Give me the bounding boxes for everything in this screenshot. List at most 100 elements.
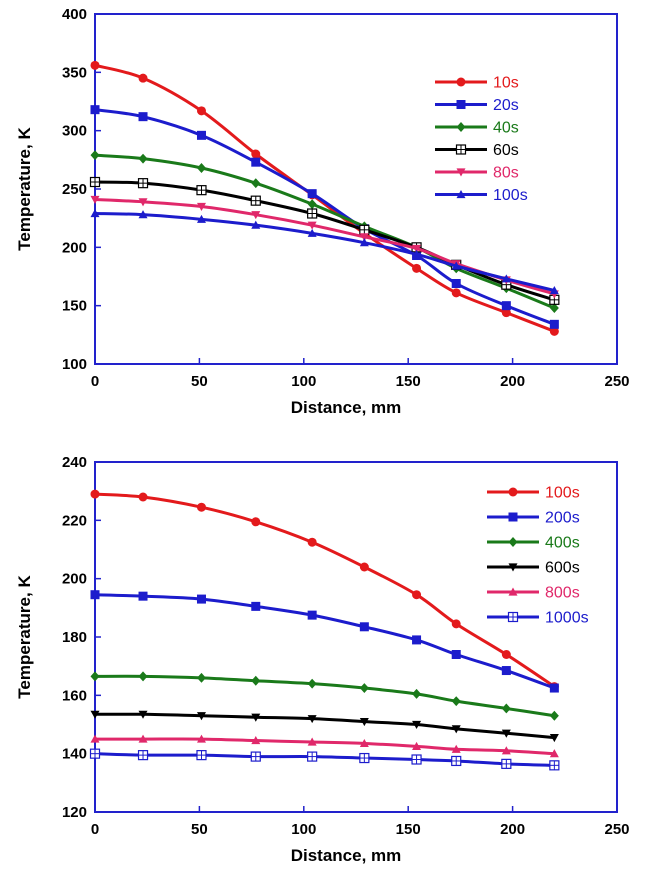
series-40s <box>90 150 559 313</box>
y-tick-label: 240 <box>62 454 87 471</box>
data-point <box>90 671 100 682</box>
data-point <box>412 590 422 600</box>
data-point <box>251 178 261 189</box>
legend-marker <box>508 537 518 547</box>
series-60s <box>89 176 560 305</box>
series-line <box>93 153 556 310</box>
legend-entry: 100s <box>435 187 528 204</box>
data-point <box>359 717 369 727</box>
series-1000s <box>89 748 560 771</box>
data-point <box>251 517 261 527</box>
series-line <box>93 63 556 333</box>
data-point <box>451 755 462 767</box>
data-point <box>196 214 206 223</box>
y-tick-label: 120 <box>62 804 87 821</box>
data-point <box>307 228 317 237</box>
data-point <box>196 734 206 743</box>
data-point <box>307 610 317 620</box>
legend-label: 1000s <box>545 610 589 627</box>
data-point <box>250 751 261 762</box>
series-600s <box>90 710 559 743</box>
legend-marker <box>456 77 466 87</box>
data-point <box>251 675 261 686</box>
y-tick-label: 300 <box>62 123 87 140</box>
data-point <box>412 720 422 729</box>
data-point <box>359 224 370 235</box>
data-point <box>549 286 559 295</box>
series-line <box>93 492 556 689</box>
y-tick-label: 400 <box>62 6 87 23</box>
series-200s <box>90 590 559 693</box>
x-tick-label: 100 <box>291 373 316 390</box>
chart-2: 0 50 100 150 200 250 120 140 160 180 200 220 240 Dist… <box>15 454 630 865</box>
series-80s <box>90 195 559 299</box>
data-point <box>549 303 559 313</box>
data-point <box>501 274 511 283</box>
series-line <box>93 674 556 718</box>
data-point <box>138 734 148 743</box>
data-point <box>138 112 148 122</box>
data-point <box>359 738 369 748</box>
data-point <box>196 672 206 683</box>
legend-marker <box>507 611 519 623</box>
legend-marker <box>456 190 466 199</box>
data-point <box>138 210 148 219</box>
legend-marker <box>508 587 518 596</box>
data-point <box>451 650 461 659</box>
x-tick-label: 250 <box>604 821 629 838</box>
legend-marker <box>508 512 518 522</box>
data-point <box>90 710 100 719</box>
x-tick-label: 150 <box>396 821 421 838</box>
data-point <box>501 703 511 714</box>
data-point <box>549 683 559 693</box>
series-line <box>93 737 556 756</box>
series-line <box>93 180 556 302</box>
data-point <box>412 635 422 645</box>
data-point <box>196 202 206 211</box>
legend-label: 600s <box>545 560 580 577</box>
data-point <box>451 288 461 298</box>
legend-marker <box>456 122 466 132</box>
data-point <box>307 751 318 762</box>
series-line <box>93 712 556 740</box>
data-point <box>451 261 461 270</box>
x-tick-label: 200 <box>500 373 525 390</box>
data-point <box>196 594 206 604</box>
data-point <box>451 279 461 288</box>
data-point <box>501 650 511 659</box>
y-tick-label: 180 <box>62 629 87 646</box>
x-tick-label: 200 <box>500 821 525 838</box>
data-point <box>501 758 512 769</box>
legend-entry: 1000s <box>487 610 589 627</box>
data-point <box>451 725 461 734</box>
x-tick-label: 0 <box>91 373 99 390</box>
data-point <box>196 750 207 761</box>
data-point <box>90 105 100 115</box>
data-point <box>359 562 369 572</box>
series-line <box>93 752 556 767</box>
legend-marker <box>456 100 466 109</box>
legend-label: 800s <box>545 585 580 602</box>
data-point <box>251 220 261 229</box>
y-tick-label: 220 <box>62 512 87 529</box>
x-tick-label: 0 <box>91 821 99 838</box>
data-point <box>359 752 370 764</box>
data-point <box>90 150 100 161</box>
data-point <box>90 60 100 70</box>
plot-frame <box>94 461 618 813</box>
legend-entry: 100s <box>487 485 580 502</box>
data-point <box>501 666 511 676</box>
legend-entry: 200s <box>487 510 580 527</box>
x-tick-label: 50 <box>191 821 208 838</box>
data-point <box>549 760 560 771</box>
data-point <box>359 233 369 242</box>
series-100s <box>90 489 559 692</box>
data-point <box>138 73 148 83</box>
data-point <box>307 189 317 199</box>
data-point <box>90 195 100 204</box>
data-point <box>137 178 149 189</box>
legend-label: 200s <box>545 510 580 527</box>
data-point <box>251 157 261 167</box>
legend-label: 10s <box>493 75 519 92</box>
legend-entry: 800s <box>487 585 580 602</box>
